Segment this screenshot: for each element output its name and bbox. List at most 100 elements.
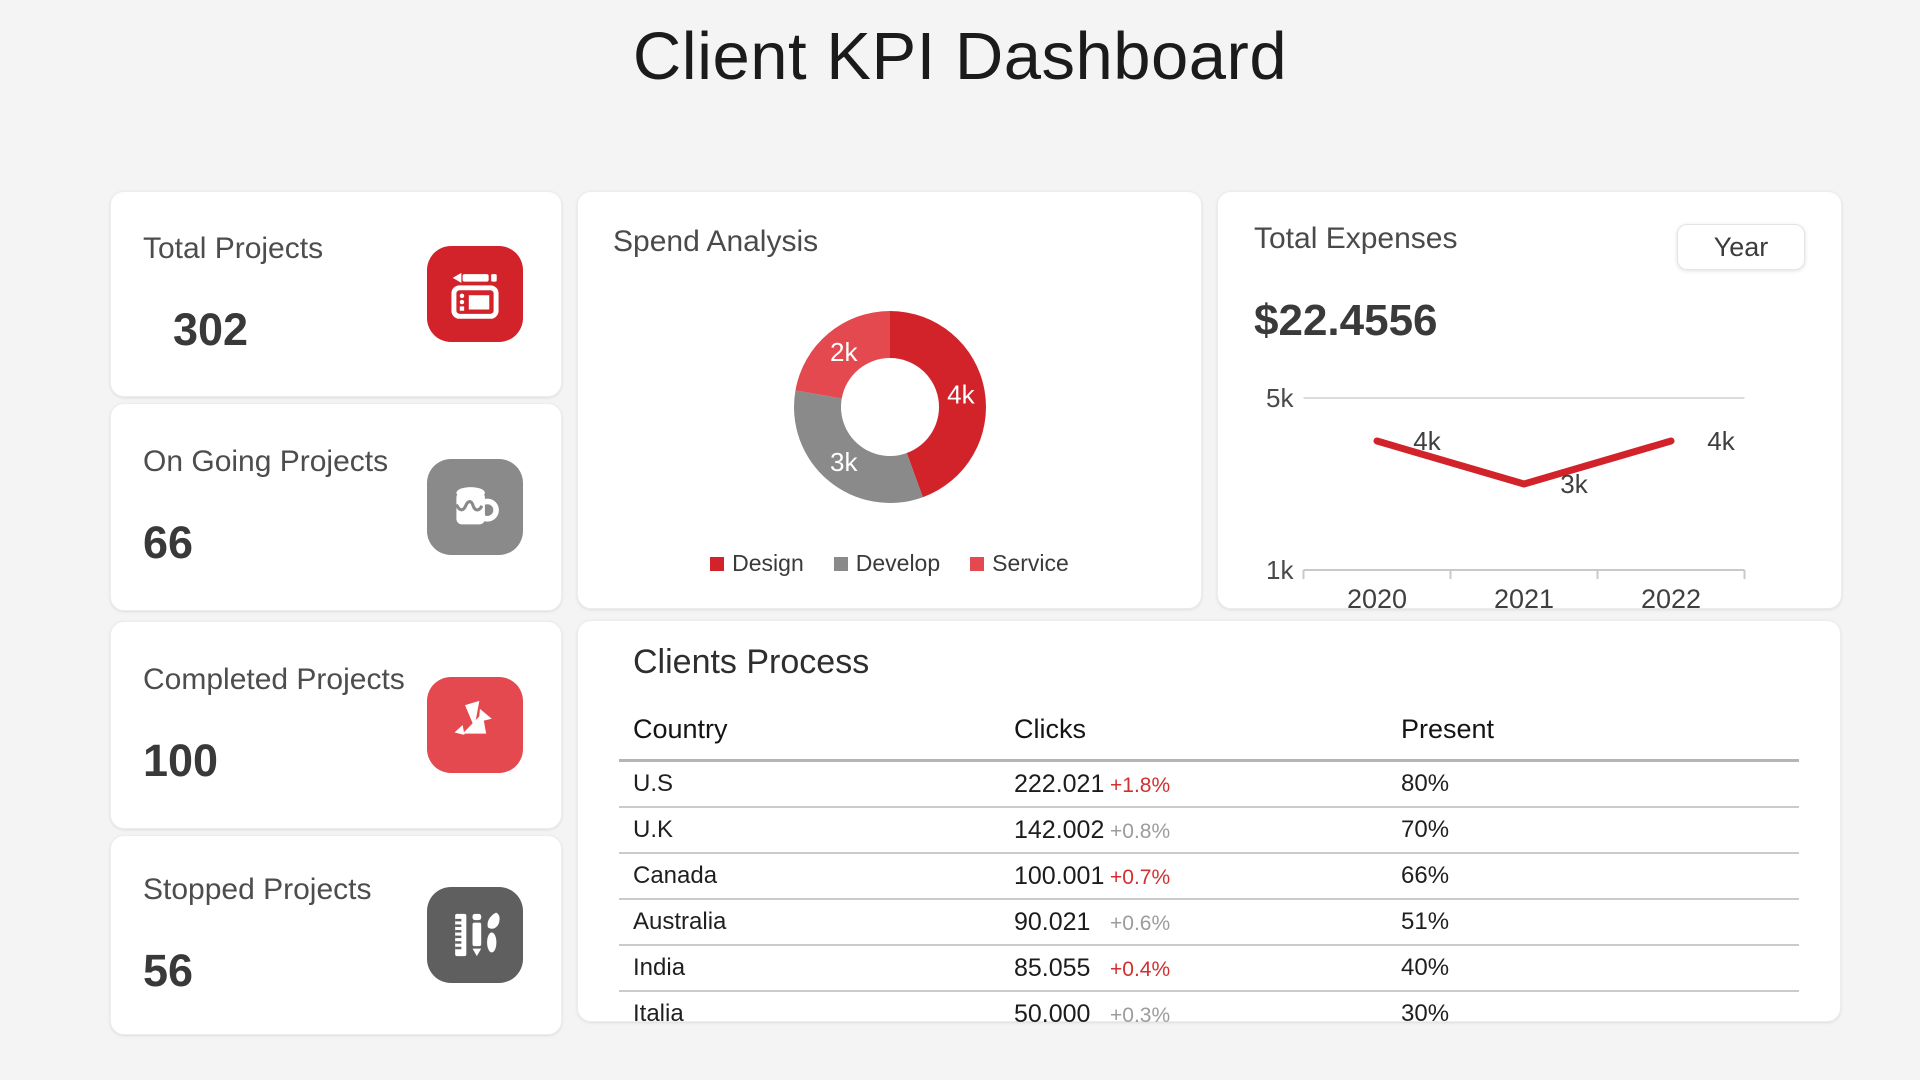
stat-value: 66: [143, 517, 194, 568]
legend-swatch-design: [710, 556, 725, 571]
clients-table: Country Clicks Present U.S 222.021 +1.8%…: [619, 699, 1799, 1036]
y-axis-label-top: 5k: [1266, 384, 1294, 413]
stat-card-ongoing-projects: On Going Projects 66: [110, 403, 562, 611]
page-title: Client KPI Dashboard: [632, 19, 1288, 94]
table-row: Italia 50.000 +0.3% 30%: [619, 992, 1799, 1036]
stat-label: Stopped Projects: [143, 873, 372, 906]
y-axis-label-bottom: 1k: [1266, 555, 1294, 585]
stat-text: Total Projects 302: [143, 232, 323, 356]
table-header-row: Country Clicks Present: [619, 699, 1799, 762]
cell-country: India: [633, 954, 686, 981]
clicks-value: 85.055: [1014, 953, 1091, 982]
stat-card-completed-projects: Completed Projects 100: [110, 621, 562, 829]
column-header-clicks: Clicks: [1014, 713, 1086, 744]
cell-country: Canada: [633, 862, 718, 889]
clicks-value: 222.021: [1014, 769, 1105, 798]
legend-item-service[interactable]: Service: [970, 550, 1069, 577]
spend-analysis-card: Spend Analysis 4k 3k 2k Design Develop Ser…: [577, 191, 1202, 609]
graphics-tablet-icon: [427, 246, 523, 342]
stat-text: Completed Projects 100: [143, 663, 405, 787]
stat-card-total-projects: Total Projects 302: [110, 191, 562, 397]
cell-present: 51%: [1401, 908, 1450, 935]
line-point-label: 4k: [1413, 426, 1441, 456]
paint-mug-icon: [427, 459, 523, 555]
stat-value: 100: [143, 735, 219, 786]
cell-country: Italia: [633, 1000, 684, 1027]
cell-clicks: 142.002 +0.8%: [1014, 816, 1401, 845]
donut-slice-design: [889, 311, 986, 498]
total-expenses-card: Total Expenses Year $22.4556 5k 1k 2020 202…: [1217, 191, 1842, 614]
donut-slice-label: 4k: [947, 379, 975, 409]
cell-clicks: 50.000 +0.3%: [1014, 1000, 1401, 1029]
legend-label: Develop: [855, 550, 941, 576]
table-row: U.K 142.002 +0.8% 70%: [619, 808, 1799, 854]
expenses-line-series: [1373, 437, 1675, 488]
stat-text: Stopped Projects 56: [143, 873, 371, 997]
cell-clicks: 100.001 +0.7%: [1014, 862, 1401, 891]
cell-present: 66%: [1401, 862, 1450, 889]
legend-swatch-develop: [833, 556, 848, 571]
stat-card-stopped-projects: Stopped Projects 56: [110, 835, 562, 1035]
clients-process-title: Clients Process: [633, 643, 870, 681]
expenses-line-svg: 5k 1k 2020 2021 2022 4k 3k 4k: [1266, 383, 1746, 614]
clicks-value: 100.001: [1014, 861, 1105, 890]
total-expenses-title: Total Expenses: [1254, 222, 1458, 255]
year-button[interactable]: Year: [1677, 224, 1805, 270]
table-row: Australia 90.021 +0.6% 51%: [619, 900, 1799, 946]
column-header-country: Country: [633, 713, 728, 744]
cell-clicks: 85.055 +0.4%: [1014, 954, 1401, 983]
donut-slice-service: [794, 311, 890, 399]
legend-item-design[interactable]: Design: [710, 550, 804, 577]
cell-clicks: 222.021 +1.8%: [1014, 770, 1401, 799]
clicks-value: 50.000: [1014, 999, 1091, 1028]
cell-country: U.K: [633, 816, 674, 843]
clicks-change: +0.7%: [1110, 865, 1171, 889]
clicks-change: +0.6%: [1110, 911, 1171, 935]
table-row: Canada 100.001 +0.7% 66%: [619, 854, 1799, 900]
stat-label: Total Projects: [143, 232, 324, 265]
donut-slice-label: 2k: [829, 337, 857, 367]
line-point-label: 4k: [1707, 426, 1735, 456]
cell-present: 80%: [1401, 770, 1450, 797]
clicks-change: +1.8%: [1110, 773, 1171, 797]
clients-process-card: Clients Process Country Clicks Present U…: [577, 620, 1841, 1028]
cell-present: 40%: [1401, 954, 1450, 981]
cell-country: U.S: [633, 770, 674, 797]
line-point-label: 3k: [1560, 469, 1588, 499]
cell-clicks: 90.021 +0.6%: [1014, 908, 1401, 937]
donut-slice-label: 3k: [829, 447, 857, 477]
cell-country: Australia: [633, 908, 727, 935]
origami-bird-icon: [427, 677, 523, 773]
stat-value: 56: [143, 945, 194, 996]
spend-analysis-title: Spend Analysis: [613, 225, 819, 258]
legend-swatch-service: [970, 556, 985, 571]
x-axis-label-2020: 2020: [1347, 584, 1407, 614]
legend-label: Service: [992, 550, 1069, 576]
legend-item-develop[interactable]: Develop: [833, 550, 941, 577]
x-axis-label-2022: 2022: [1641, 584, 1701, 614]
design-tools-icon: [427, 887, 523, 983]
donut-slice-develop: [793, 390, 923, 503]
clicks-change: +0.3%: [1110, 1003, 1171, 1027]
expenses-line-chart: 5k 1k 2020 2021 2022 4k 3k 4k: [1254, 383, 1805, 621]
stat-value: 302: [173, 304, 249, 355]
clicks-value: 90.021: [1014, 907, 1091, 936]
x-axis-label-2021: 2021: [1494, 584, 1554, 614]
stat-text: On Going Projects 66: [143, 445, 388, 569]
clicks-change: +0.8%: [1110, 819, 1171, 843]
spend-donut-svg: 4k 3k 2k: [793, 311, 986, 503]
clicks-value: 142.002: [1014, 815, 1105, 844]
column-header-present: Present: [1401, 713, 1495, 744]
spend-donut-chart: 4k 3k 2k: [790, 307, 990, 512]
stat-label: Completed Projects: [143, 663, 405, 696]
stat-label: On Going Projects: [143, 445, 389, 478]
legend-label: Design: [732, 550, 804, 576]
cell-present: 30%: [1401, 1000, 1450, 1027]
clicks-change: +0.4%: [1110, 957, 1171, 981]
total-expenses-amount: $22.4556: [1254, 296, 1438, 345]
spend-legend: Design Develop Service: [613, 550, 1166, 577]
cell-present: 70%: [1401, 816, 1450, 843]
table-row: U.S 222.021 +1.8% 80%: [619, 762, 1799, 808]
table-row: India 85.055 +0.4% 40%: [619, 946, 1799, 992]
